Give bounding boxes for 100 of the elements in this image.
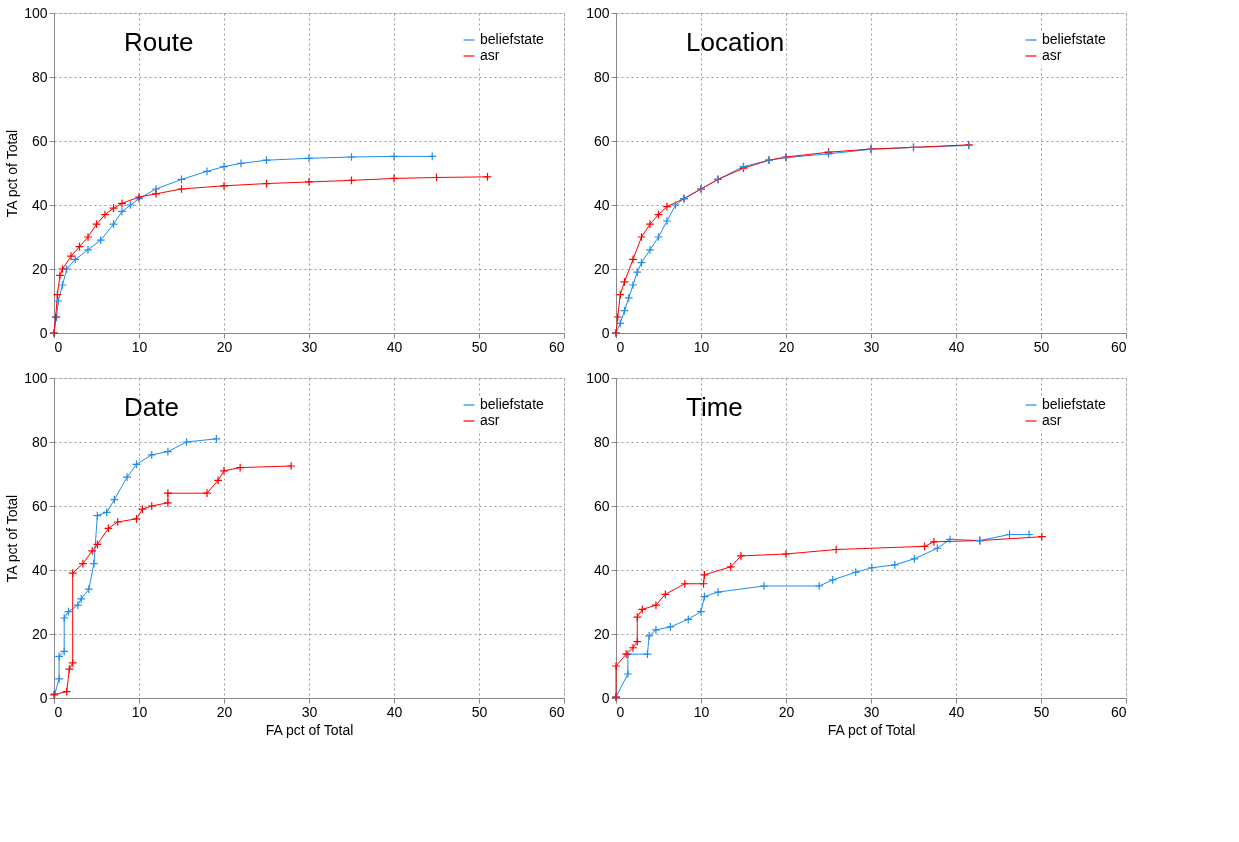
point — [163, 488, 173, 498]
point — [117, 206, 127, 216]
point — [54, 651, 64, 661]
y-axis-title: TA pct of Total — [4, 494, 21, 583]
point — [126, 200, 135, 210]
y-tick-label: 0 — [39, 324, 48, 341]
point — [151, 189, 161, 199]
point — [122, 472, 132, 482]
y-tick-label: 100 — [24, 4, 48, 21]
text: Time — [686, 392, 743, 422]
point — [236, 158, 246, 168]
x-tick-label: 30 — [863, 338, 880, 355]
y-tick-label: 20 — [593, 625, 610, 642]
point — [117, 198, 127, 208]
point — [613, 312, 623, 322]
x-tick-label: 50 — [471, 338, 488, 355]
x-tick-label: 30 — [863, 703, 880, 720]
point — [177, 184, 186, 194]
x-tick-label: 20 — [216, 338, 233, 355]
y-tick-label: 60 — [31, 497, 48, 514]
point — [389, 151, 399, 161]
point — [163, 498, 173, 508]
point — [286, 461, 296, 471]
y-tick-label: 60 — [593, 132, 610, 149]
text: Route — [124, 27, 194, 57]
point — [304, 177, 314, 187]
y-tick-label: 20 — [31, 260, 48, 277]
point — [628, 280, 638, 290]
x-tick-label: 30 — [301, 338, 318, 355]
point — [219, 466, 229, 476]
y-tick-label: 80 — [593, 68, 610, 85]
point — [78, 559, 88, 569]
legend-label: asr — [1042, 412, 1062, 428]
legend-label: beliefstate — [1042, 31, 1107, 47]
x-tick-label: 40 — [948, 338, 965, 355]
point — [736, 551, 746, 561]
point — [696, 607, 706, 617]
x-tick-label: 40 — [948, 703, 965, 720]
y-tick-label: 80 — [31, 68, 48, 85]
x-tick-label: 10 — [131, 703, 148, 720]
point — [213, 475, 223, 485]
y-tick-label: 20 — [31, 625, 48, 642]
y-tick-label: 0 — [39, 689, 48, 706]
x-axis-title: FA pct of Total — [827, 721, 916, 738]
y-tick-label: 40 — [593, 561, 610, 578]
point — [58, 280, 67, 290]
point — [654, 232, 663, 242]
point — [389, 173, 399, 183]
point — [611, 661, 621, 671]
point — [651, 625, 661, 635]
point — [628, 254, 638, 264]
point — [628, 643, 638, 653]
y-tick-label: 80 — [31, 433, 48, 450]
x-tick-label: 50 — [471, 703, 488, 720]
legend-label: asr — [1042, 47, 1062, 63]
y-tick-label: 60 — [31, 132, 48, 149]
point — [54, 674, 64, 684]
point — [890, 560, 900, 570]
x-tick-label: 60 — [1110, 703, 1127, 720]
point — [182, 437, 192, 447]
text: Location — [686, 27, 785, 57]
point — [671, 200, 680, 210]
point — [83, 232, 93, 242]
y-tick-label: 100 — [586, 369, 610, 386]
point — [662, 216, 672, 226]
point — [55, 270, 65, 280]
x-tick-label: 50 — [1033, 703, 1050, 720]
y-tick-label: 0 — [601, 324, 610, 341]
y-axis-title: TA pct of Total — [4, 129, 21, 218]
x-tick-label: 60 — [548, 703, 565, 720]
y-tick-label: 0 — [601, 689, 610, 706]
point — [713, 587, 723, 597]
point — [929, 537, 939, 547]
x-axis-title: FA pct of Total — [265, 721, 354, 738]
point — [100, 210, 110, 220]
x-tick-label: 20 — [778, 703, 795, 720]
point — [665, 622, 675, 632]
point — [814, 581, 824, 591]
legend-label: asr — [480, 412, 500, 428]
point — [89, 559, 99, 569]
point — [632, 612, 642, 622]
point — [163, 447, 173, 457]
legend-label: beliefstate — [480, 396, 545, 412]
x-tick-label: 20 — [216, 703, 233, 720]
x-tick-label: 0 — [616, 338, 625, 355]
x-tick-label: 20 — [778, 338, 795, 355]
y-tick-label: 60 — [593, 497, 610, 514]
x-tick-label: 50 — [1033, 338, 1050, 355]
point — [66, 251, 76, 261]
legend-label: beliefstate — [1042, 396, 1107, 412]
y-tick-label: 100 — [24, 369, 48, 386]
point — [637, 232, 646, 242]
point — [781, 549, 791, 559]
point — [84, 584, 94, 594]
x-tick-label: 40 — [386, 703, 403, 720]
legend-label: asr — [480, 47, 500, 63]
point — [645, 219, 655, 229]
x-tick-label: 0 — [54, 703, 63, 720]
point — [53, 296, 63, 306]
x-tick-label: 60 — [548, 338, 565, 355]
